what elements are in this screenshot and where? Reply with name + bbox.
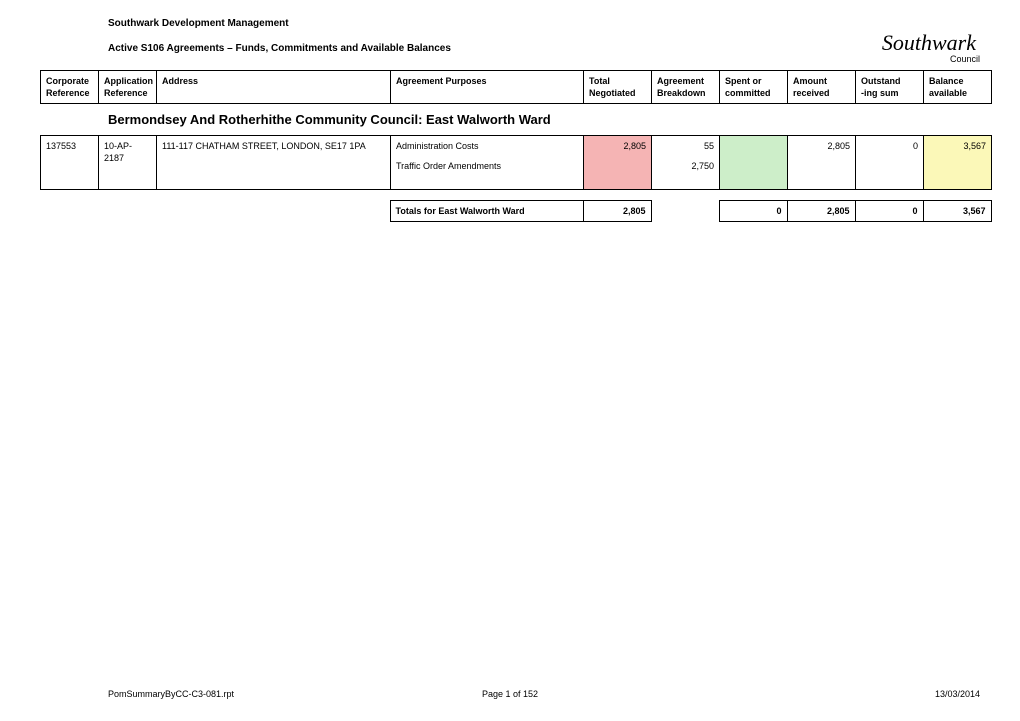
cell-amount-received: 2,805: [788, 136, 856, 190]
col-application-ref: ApplicationReference: [99, 71, 157, 104]
col-spent-committed: Spent orcommitted: [720, 71, 788, 104]
cell-application-ref: 10-AP-2187: [99, 136, 157, 190]
col-total-negotiated: TotalNegotiated: [584, 71, 652, 104]
cell-breakdown: 55 2,750: [652, 136, 720, 190]
totals-balance-available: 3,567: [923, 201, 991, 222]
cell-address: 111-117 CHATHAM STREET, LONDON, SE17 1PA: [157, 136, 391, 190]
cell-purposes: Administration Costs Traffic Order Amend…: [391, 136, 584, 190]
col-amount-received: Amountreceived: [788, 71, 856, 104]
cell-corporate-ref: 137553: [41, 136, 99, 190]
cell-total-negotiated: 2,805: [584, 136, 652, 190]
cell-balance-available: 3,567: [924, 136, 992, 190]
data-table: 137553 10-AP-2187 111-117 CHATHAM STREET…: [40, 135, 992, 190]
totals-table: Totals for East Walworth Ward 2,805 0 2,…: [40, 200, 992, 222]
section-title: Bermondsey And Rotherhithe Community Cou…: [40, 104, 980, 135]
col-address: Address: [157, 71, 391, 104]
page-footer: PomSummaryByCC-C3-081.rpt Page 1 of 152 …: [0, 689, 1020, 699]
totals-total-negotiated: 2,805: [583, 201, 651, 222]
col-agreement-breakdown: AgreementBreakdown: [652, 71, 720, 104]
footer-page: Page 1 of 152: [0, 689, 1020, 699]
col-outstanding: Outstand-ing sum: [856, 71, 924, 104]
totals-amount-received: 2,805: [787, 201, 855, 222]
totals-label: Totals for East Walworth Ward: [390, 201, 583, 222]
cell-outstanding: 0: [856, 136, 924, 190]
col-corporate-ref: CorporateReference: [41, 71, 99, 104]
department-name: Southwark Development Management: [108, 18, 451, 29]
column-header-table: CorporateReference ApplicationReference …: [40, 70, 992, 104]
totals-outstanding: 0: [855, 201, 923, 222]
table-row: 137553 10-AP-2187 111-117 CHATHAM STREET…: [41, 136, 992, 190]
col-balance-available: Balanceavailable: [924, 71, 992, 104]
col-purposes: Agreement Purposes: [391, 71, 584, 104]
page-header: Southwark Development Management Active …: [40, 18, 980, 64]
report-title: Active S106 Agreements – Funds, Commitme…: [108, 43, 451, 54]
totals-row: Totals for East Walworth Ward 2,805 0 2,…: [40, 201, 991, 222]
cell-spent-committed: [720, 136, 788, 190]
totals-spent-committed: 0: [719, 201, 787, 222]
council-logo: Southwark Council: [882, 32, 980, 64]
